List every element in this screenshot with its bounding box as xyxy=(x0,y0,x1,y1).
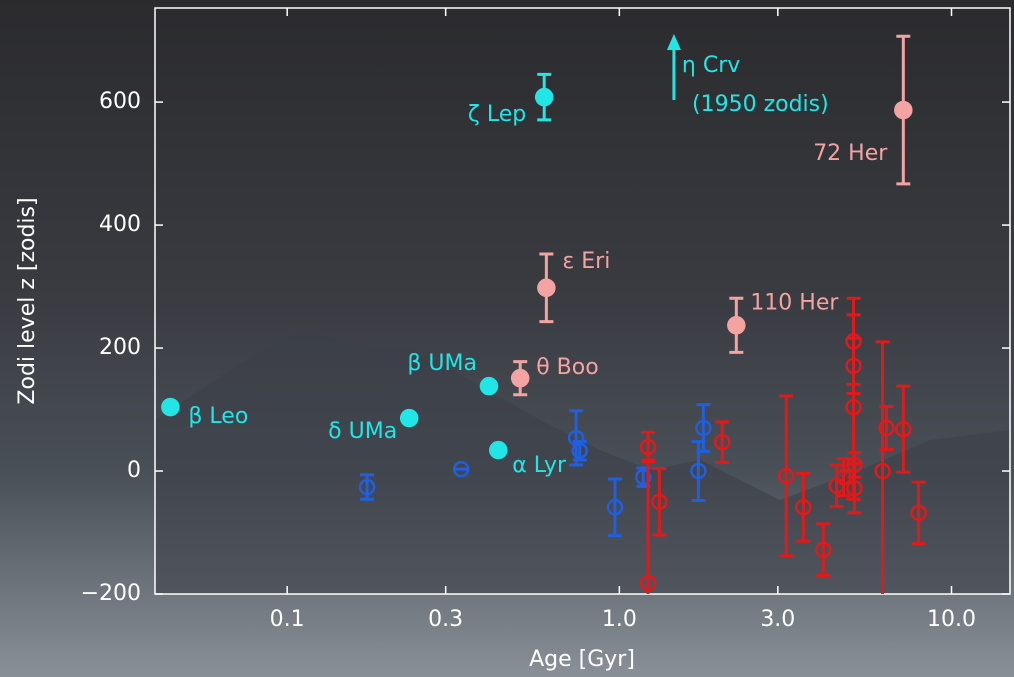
arrow-label: η Crv xyxy=(682,53,740,78)
data-point xyxy=(490,442,506,458)
point-label: ε Eri xyxy=(562,249,610,274)
data-point xyxy=(895,102,911,118)
point-label: β UMa xyxy=(407,351,477,376)
x-tick-label: 3.0 xyxy=(760,607,795,632)
point-label: 72 Her xyxy=(813,141,888,166)
x-tick-label: 1.0 xyxy=(602,607,637,632)
point-label: β Leo xyxy=(188,404,248,429)
x-axis-label: Age [Gyr] xyxy=(529,647,635,672)
x-tick-label: 0.1 xyxy=(270,607,305,632)
point-label: ζ Lep xyxy=(468,102,526,127)
data-point xyxy=(162,399,178,415)
data-point xyxy=(536,89,552,105)
data-point xyxy=(728,317,744,333)
y-tick-label: 600 xyxy=(99,89,141,114)
data-point xyxy=(401,410,417,426)
y-tick-label: −200 xyxy=(81,581,141,606)
y-tick-label: 400 xyxy=(99,212,141,237)
x-tick-label: 0.3 xyxy=(428,607,463,632)
point-label: α Lyr xyxy=(512,453,567,478)
data-point xyxy=(512,370,528,386)
y-tick-label: 0 xyxy=(127,458,141,483)
data-point xyxy=(538,280,554,296)
point-label: δ UMa xyxy=(328,419,397,444)
y-tick-label: 200 xyxy=(99,335,141,360)
x-tick-label: 10.0 xyxy=(927,607,976,632)
chart: Zodi level z [zodis] Age [Gyr] −200 0 200 4… xyxy=(0,0,1014,677)
data-point xyxy=(481,378,497,394)
arrow-note: (1950 zodis) xyxy=(692,92,829,117)
point-label: 110 Her xyxy=(750,290,839,315)
y-axis-label: Zodi level z [zodis] xyxy=(15,197,40,404)
point-label: θ Boo xyxy=(536,355,598,380)
